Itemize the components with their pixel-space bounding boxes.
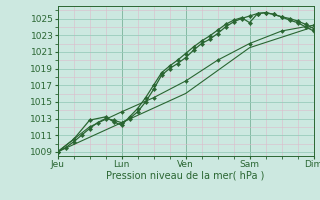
X-axis label: Pression niveau de la mer( hPa ): Pression niveau de la mer( hPa ) — [107, 171, 265, 181]
